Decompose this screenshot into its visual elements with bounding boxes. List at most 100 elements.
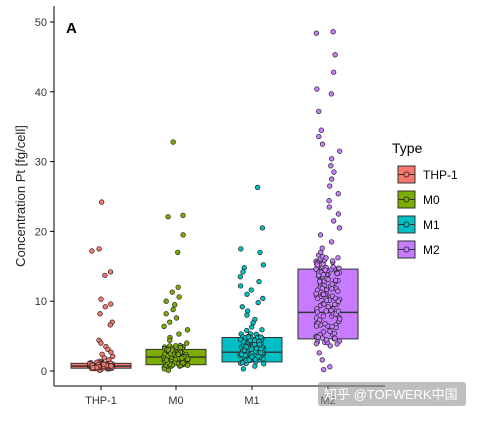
data-point [327, 364, 333, 370]
data-point [322, 321, 328, 327]
data-point [337, 316, 343, 322]
data-point [313, 30, 320, 36]
legend-label: THP-1 [423, 168, 458, 182]
data-point [258, 334, 264, 340]
data-point [110, 353, 116, 359]
data-point [336, 225, 343, 231]
data-point [175, 249, 181, 255]
data-point [239, 360, 246, 366]
data-point [335, 211, 342, 217]
data-point [328, 156, 335, 162]
data-point [321, 301, 327, 307]
data-point [101, 361, 107, 368]
series-m1 [221, 184, 283, 372]
data-point [325, 304, 331, 310]
data-point [101, 355, 107, 361]
data-point [329, 286, 335, 292]
data-point [173, 343, 179, 349]
data-point [238, 246, 244, 252]
data-point [256, 279, 262, 285]
data-point [177, 344, 184, 351]
data-point [165, 367, 172, 373]
data-point [332, 335, 338, 342]
data-point [240, 269, 246, 275]
x-tick-label: M1 [244, 395, 259, 407]
data-point [176, 331, 182, 337]
data-point [244, 291, 250, 297]
data-point [316, 272, 322, 278]
data-point [173, 315, 180, 321]
series-m0 [145, 139, 207, 373]
data-point [248, 287, 254, 293]
data-point [261, 361, 267, 367]
data-point [175, 284, 181, 290]
data-point [325, 276, 331, 283]
data-point [318, 127, 324, 133]
data-point [163, 357, 170, 363]
data-point [327, 328, 333, 334]
legend-swatch-point [403, 196, 410, 203]
data-point [315, 334, 321, 340]
data-point [244, 308, 251, 314]
legend-key-m1: M1 [397, 215, 440, 234]
data-point [330, 264, 336, 270]
data-point [237, 336, 244, 343]
data-point [184, 327, 191, 333]
data-point [332, 301, 338, 308]
data-point [259, 327, 265, 333]
data-point [323, 297, 330, 304]
data-point [316, 278, 323, 285]
data-point [237, 274, 244, 280]
data-point [260, 262, 267, 268]
series-thp-1 [70, 199, 132, 373]
legend-key-m2: M2 [397, 240, 440, 259]
legend-label: M2 [423, 243, 440, 257]
data-point [249, 324, 255, 330]
y-tick-label: 30 [35, 157, 47, 169]
data-point [319, 141, 326, 147]
y-tick-label: 50 [35, 17, 47, 29]
data-point [172, 302, 178, 308]
data-point [328, 239, 335, 245]
data-point [326, 204, 332, 210]
data-point [237, 283, 244, 289]
data-point [257, 341, 263, 348]
data-point [328, 163, 334, 169]
data-point [327, 183, 333, 189]
data-point [258, 349, 264, 356]
data-point [176, 294, 182, 300]
data-point [337, 148, 343, 154]
data-point [314, 262, 321, 268]
data-point [180, 232, 186, 238]
data-point [335, 308, 342, 314]
legend-key-m0: M0 [397, 190, 440, 209]
data-point [169, 289, 175, 295]
data-point [98, 340, 104, 346]
data-point [165, 214, 171, 220]
data-point [167, 337, 173, 343]
watermark: 知乎 @TOFWERK中国 [318, 382, 466, 406]
data-point [239, 304, 245, 310]
data-point [313, 323, 320, 329]
data-point [170, 306, 176, 313]
data-point [316, 350, 322, 356]
data-point [321, 366, 327, 373]
data-point [335, 288, 341, 294]
data-point [255, 353, 261, 360]
y-tick-label: 20 [35, 226, 47, 238]
data-point [244, 312, 250, 318]
data-point [329, 323, 335, 330]
series-m2 [297, 29, 359, 373]
panel-label: A [66, 20, 77, 37]
data-point [335, 298, 341, 304]
data-point [330, 258, 336, 264]
data-point [334, 270, 340, 277]
data-point [326, 198, 332, 204]
data-point [102, 304, 108, 310]
data-point [180, 360, 186, 366]
data-point [244, 327, 250, 334]
data-point [257, 249, 263, 255]
legend-swatch-point [403, 171, 410, 178]
